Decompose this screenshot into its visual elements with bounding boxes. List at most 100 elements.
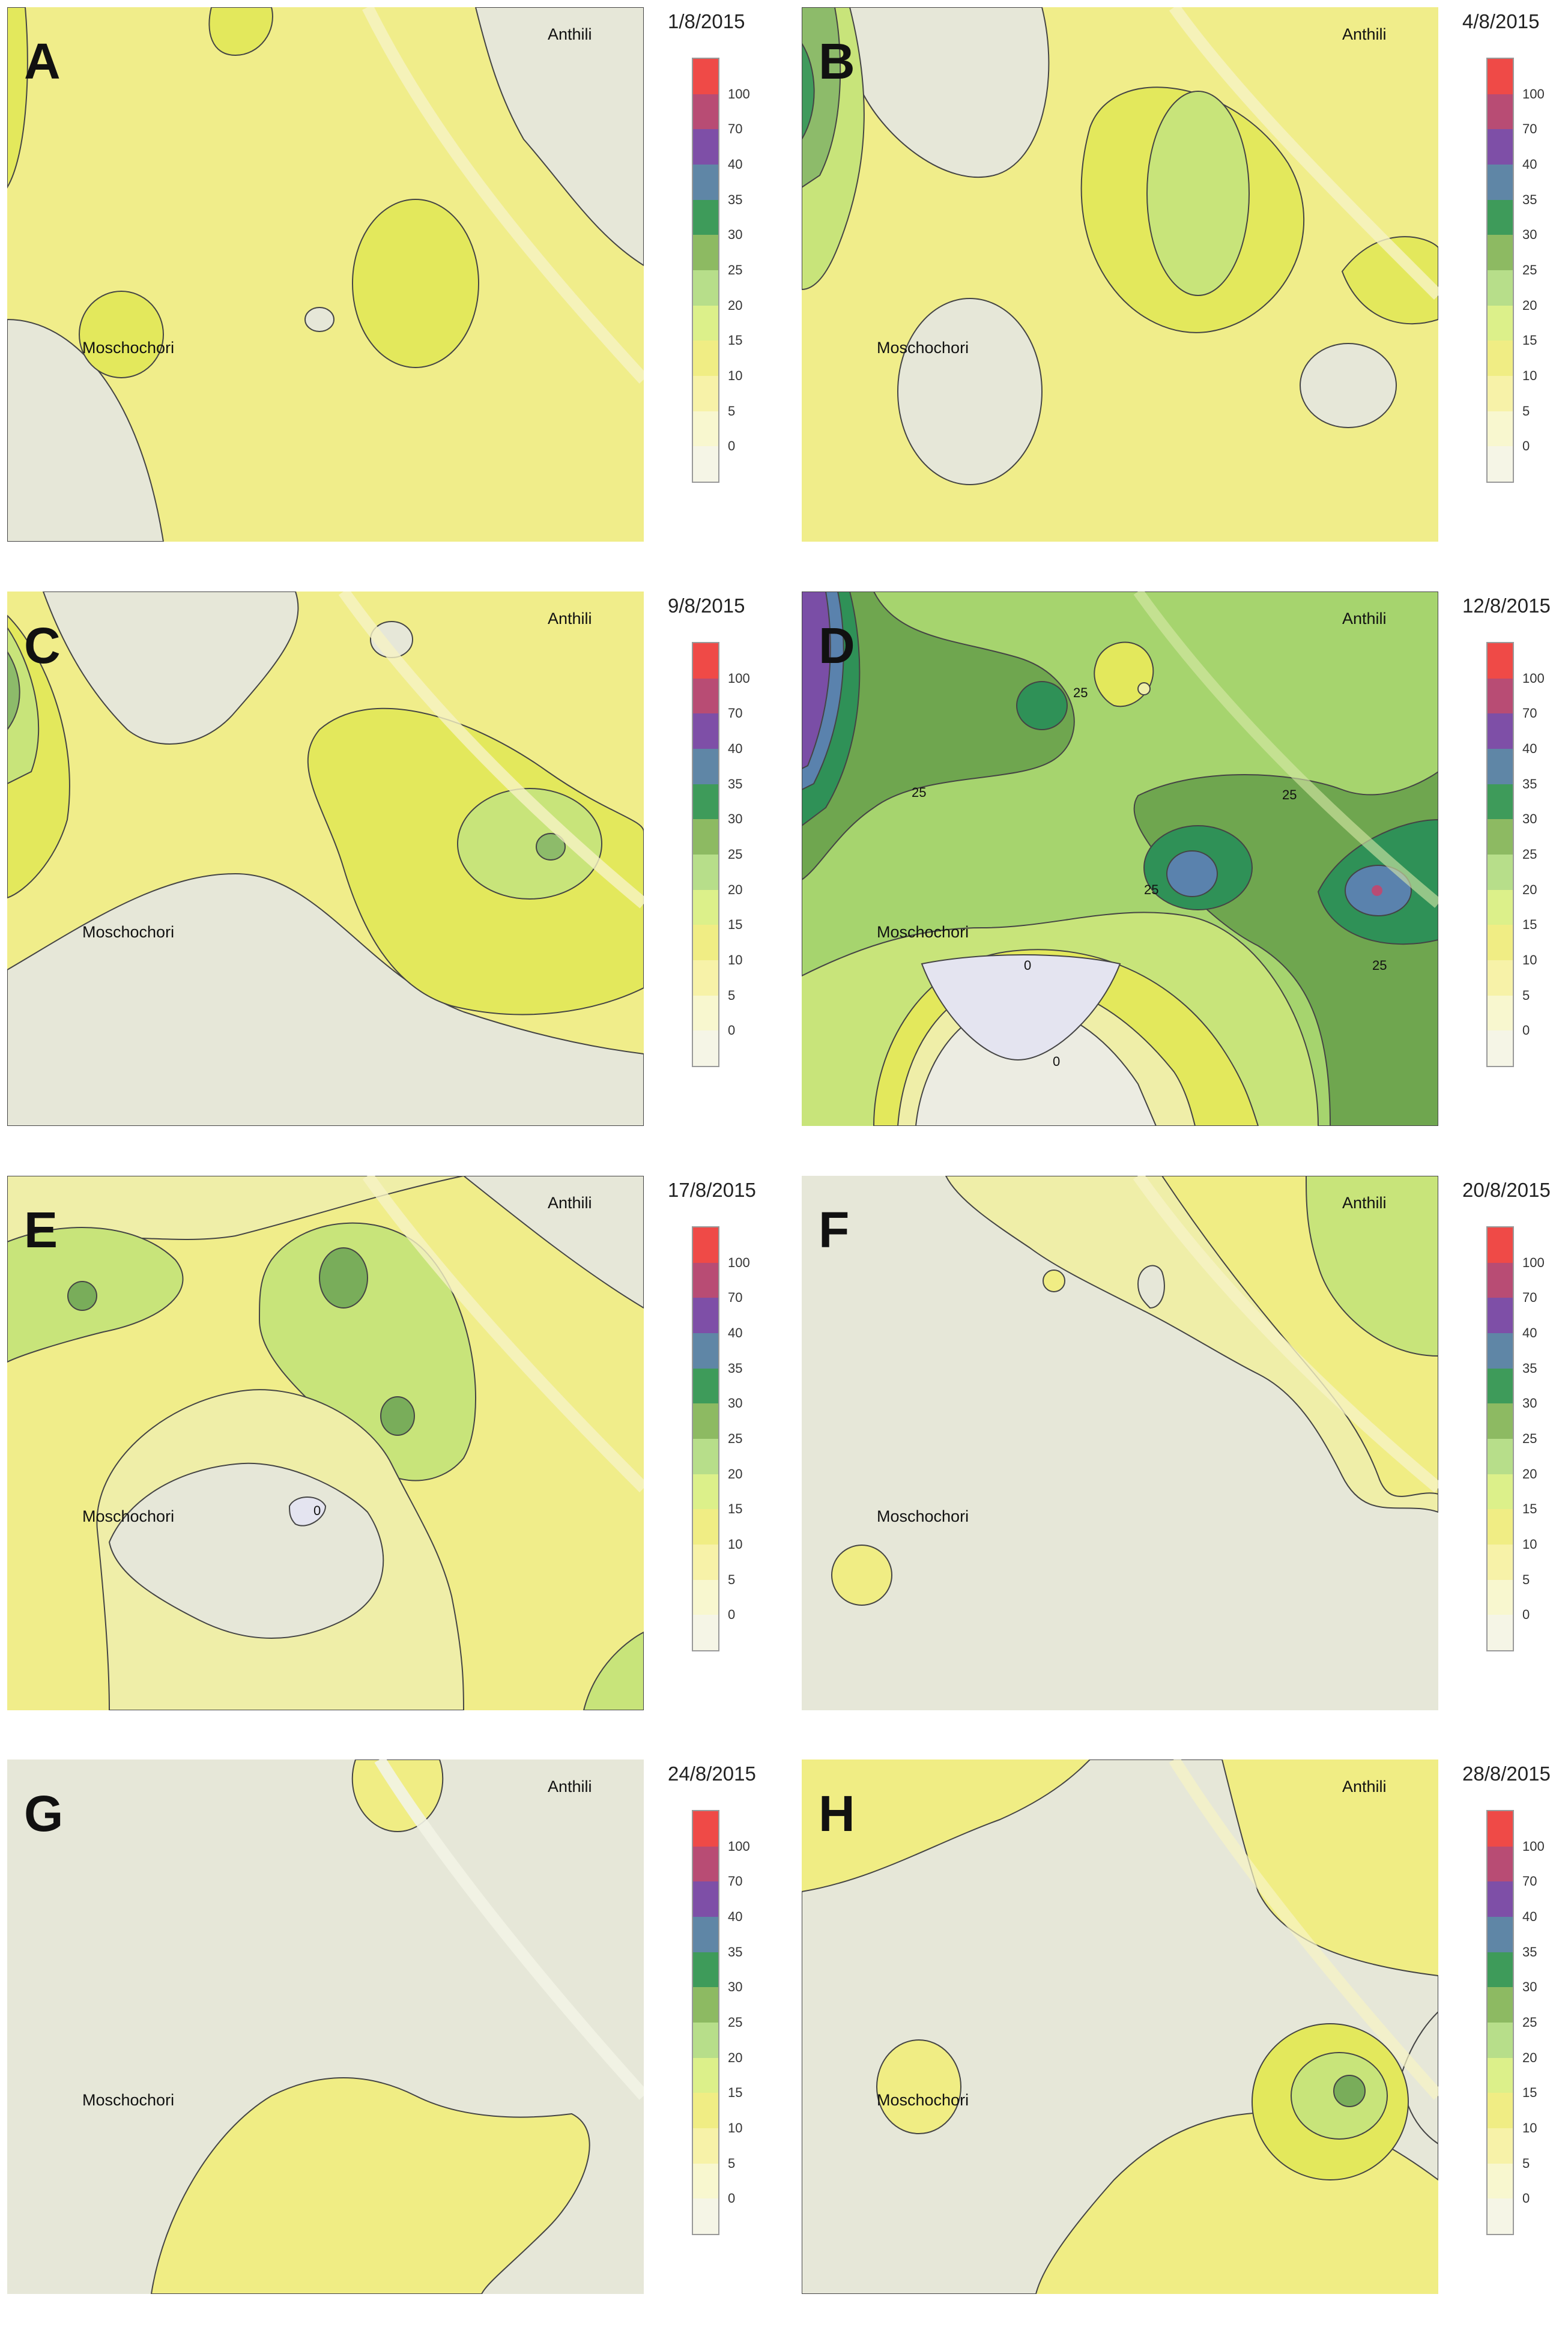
legend-swatch [1488, 2128, 1513, 2164]
legend-tick-label: 100 [728, 670, 750, 686]
legend-swatch [693, 2163, 718, 2199]
legend-swatch [693, 199, 718, 235]
legend-tick-label: 15 [1522, 1501, 1537, 1517]
town-label-anthili: Anthili [1342, 1778, 1387, 1796]
map-d: 25 25 25 25 25 0 0 D Moschochori Anthili [802, 592, 1438, 1126]
legend-tick-label: 40 [1522, 1325, 1537, 1340]
legend-tick-label: 40 [728, 741, 743, 756]
town-label-moschochori: Moschochori [877, 339, 969, 357]
legend-swatch [1488, 1403, 1513, 1439]
legend-tick-label: 30 [728, 811, 743, 827]
legend-swatch [1488, 855, 1513, 890]
zone-30-35 [1016, 681, 1068, 730]
legend-tick-label: 25 [728, 2015, 743, 2030]
town-label-anthili: Anthili [1342, 610, 1387, 628]
legend-tick-label: 10 [1522, 2120, 1537, 2135]
legend-tick-label: 40 [1522, 1909, 1537, 1924]
zone-40-70 [1372, 885, 1382, 896]
zone-0-5 [304, 307, 334, 332]
legend-tick-label: 5 [1522, 1572, 1530, 1587]
town-label-anthili: Anthili [548, 1194, 592, 1212]
zone-0-5 [1300, 343, 1397, 428]
legend-tick-label: 25 [728, 262, 743, 277]
contour-map-f [802, 1176, 1438, 1710]
legend-swatch [693, 411, 718, 447]
legend-swatch [693, 1403, 718, 1439]
legend-swatch [1488, 2163, 1513, 2199]
legend-swatch [1488, 2057, 1513, 2093]
legend-swatch [1488, 1509, 1513, 1545]
legend-tick-label: 70 [728, 706, 743, 721]
legend-tick-label: 5 [1522, 987, 1530, 1003]
zone-25-30 [380, 1396, 415, 1436]
legend-tick-label: 40 [1522, 741, 1537, 756]
legend-tick-label: 0 [728, 2191, 736, 2206]
legend-tick-label: 100 [728, 86, 750, 101]
legend-swatch [1488, 411, 1513, 447]
legend-tick-label: 0 [728, 438, 736, 454]
legend-swatch [693, 446, 718, 482]
color-legend: 100 70 40 35 30 25 20 15 10 5 0 [1486, 1810, 1545, 2235]
zone-0 [921, 954, 1121, 1061]
panel-date: 1/8/2015 [668, 10, 745, 32]
legend-swatch [1488, 340, 1513, 376]
legend-swatch [693, 1262, 718, 1298]
zone-25-30 [7, 650, 20, 731]
legend-tick-label: 10 [728, 2120, 743, 2135]
legend-tick-label: 100 [728, 1838, 750, 1854]
zone-0-5 [7, 318, 165, 542]
legend-swatch [1488, 199, 1513, 235]
contour-map-a [7, 7, 644, 542]
legend-tick-label: 15 [728, 1501, 743, 1517]
zone-25-30 [802, 592, 1075, 881]
contour-label: 25 [1144, 882, 1158, 897]
zone-0-5 [474, 7, 644, 267]
town-label-moschochori: Moschochori [877, 2091, 969, 2109]
zone-0-5 [1137, 1265, 1165, 1309]
zone-5-10 [1137, 682, 1151, 695]
legend-swatch [1488, 1439, 1513, 1474]
zone-20-25 [1146, 91, 1250, 296]
legend-tick-label: 70 [1522, 121, 1537, 137]
zone-20-25 [457, 788, 602, 900]
legend-swatch [693, 270, 718, 306]
color-legend: 100 70 40 35 30 25 20 15 10 5 0 [692, 58, 750, 483]
legend-tick-label: 15 [1522, 2085, 1537, 2101]
legend-tick-label: 0 [1522, 1607, 1530, 1623]
highway [1169, 7, 1438, 300]
legend-tick-label: 40 [728, 1909, 743, 1924]
legend-tick-label: 20 [1522, 1466, 1537, 1481]
legend-swatch [693, 1881, 718, 1917]
legend-tick-label: 0 [728, 1023, 736, 1038]
highway [1169, 1760, 1438, 2100]
legend-tick-label: 35 [728, 1360, 743, 1376]
contour-map-g [7, 1760, 644, 2294]
legend-tick-label: 40 [1522, 157, 1537, 172]
legend-tick-label: 70 [728, 121, 743, 137]
legend-swatch [1488, 1298, 1513, 1333]
legend-swatch [1488, 1227, 1513, 1263]
panel-date: 20/8/2015 [1462, 1179, 1551, 1201]
zone-0-5 [42, 592, 299, 745]
legend-swatch [693, 1298, 718, 1333]
legend-tick-label: 25 [1522, 847, 1537, 862]
legend-swatch [1488, 1333, 1513, 1369]
zone-10-15 [876, 2039, 961, 2134]
zone-10-15 [1043, 1269, 1065, 1292]
panel-letter: D [819, 617, 855, 674]
legend-swatch [1488, 1579, 1513, 1615]
legend-swatch [1488, 995, 1513, 1031]
legend-tick-label: 15 [1522, 333, 1537, 348]
panel-letter: B [819, 33, 855, 89]
contour-label: 25 [1372, 958, 1387, 973]
legend-swatch [1488, 94, 1513, 130]
legend-swatch [693, 2128, 718, 2164]
legend-swatch [693, 376, 718, 411]
legend-swatch [1488, 2023, 1513, 2058]
legend-tick-label: 20 [728, 297, 743, 313]
map-b: B Moschochori Anthili [802, 7, 1438, 542]
legend-tick-label: 35 [1522, 192, 1537, 207]
legend-swatch [1488, 1030, 1513, 1066]
legend-swatch [693, 1579, 718, 1615]
legend-swatch [1488, 270, 1513, 306]
